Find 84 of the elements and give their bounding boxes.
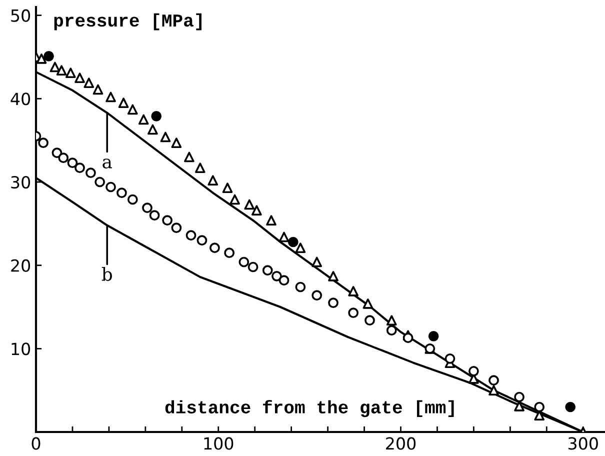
point (488, 385, 499, 396)
point (534, 402, 545, 412)
point (50, 62, 60, 72)
point (424, 343, 436, 354)
annotation: a (102, 158, 112, 168)
point (278, 275, 290, 286)
x-tick-label: 100 (204, 437, 234, 450)
point (171, 222, 182, 234)
point (312, 290, 322, 301)
point (86, 168, 96, 178)
point (160, 132, 171, 142)
point (184, 152, 194, 162)
x-tick-label: 300 (568, 437, 598, 450)
point (44, 50, 54, 62)
annotation: b (102, 267, 112, 281)
x-axis-title: distance from the gate [mm] (165, 400, 454, 418)
point (295, 242, 306, 254)
point (65, 68, 76, 78)
point (142, 202, 152, 214)
point (444, 353, 456, 364)
point (208, 175, 218, 186)
point (127, 194, 138, 205)
point (565, 402, 576, 412)
point (362, 298, 374, 309)
point (74, 162, 85, 174)
y-tick-label: 50 (11, 9, 30, 22)
y-tick-label: 40 (10, 92, 30, 106)
point (295, 282, 306, 292)
point (266, 215, 276, 226)
point (328, 270, 338, 282)
point (210, 242, 220, 254)
point (288, 236, 298, 248)
point (84, 78, 94, 88)
point (224, 248, 234, 258)
point (186, 230, 196, 241)
point (262, 265, 273, 276)
point (74, 72, 85, 84)
y-axis-title: pressure [MPa] (54, 13, 202, 30)
point (248, 262, 258, 272)
point (149, 210, 160, 221)
point (222, 182, 233, 194)
point (468, 366, 479, 376)
point (402, 332, 414, 344)
point (364, 315, 375, 326)
point (278, 232, 290, 242)
point (162, 215, 172, 226)
y-tick-label: 30 (11, 176, 30, 189)
point (138, 114, 149, 125)
x-tick-label: 200 (386, 437, 416, 450)
point (386, 325, 397, 336)
point (196, 235, 208, 246)
point (151, 110, 162, 122)
point (56, 65, 67, 76)
point (106, 92, 116, 102)
y-tick-label: 20 (11, 259, 30, 272)
point (194, 162, 206, 174)
point (92, 84, 104, 95)
point (348, 308, 359, 318)
point (386, 315, 397, 326)
point (36, 53, 47, 64)
point (312, 256, 322, 268)
point (118, 98, 129, 108)
point (428, 330, 439, 342)
point (148, 124, 158, 135)
point (58, 152, 69, 164)
point (238, 256, 250, 268)
point (106, 182, 116, 192)
point (328, 298, 338, 308)
point (67, 158, 78, 168)
point (230, 194, 240, 205)
point (348, 286, 359, 296)
point (116, 188, 127, 198)
point (127, 104, 138, 115)
y-tick-label: 10 (12, 342, 30, 356)
point (514, 392, 524, 402)
point (244, 199, 255, 210)
x-tick-label: 0 (32, 437, 40, 450)
point (272, 270, 282, 282)
point (52, 148, 62, 158)
point (38, 138, 48, 148)
point (488, 375, 499, 386)
point (171, 138, 182, 148)
point (94, 176, 106, 188)
point (251, 205, 262, 216)
